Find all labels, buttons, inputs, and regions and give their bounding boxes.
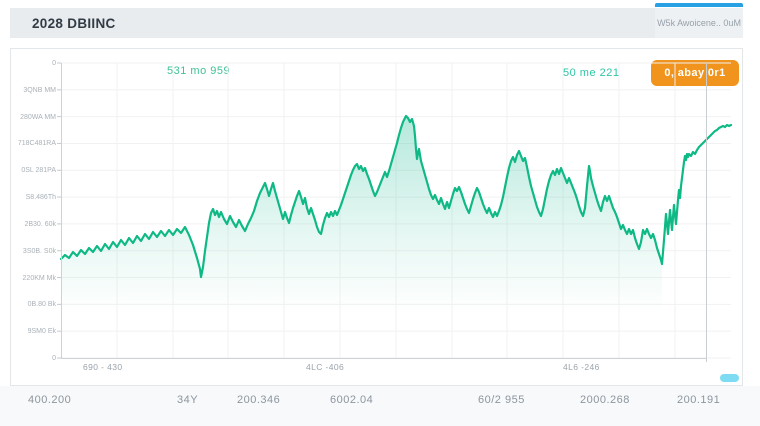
- footer-value: 200.346: [237, 394, 281, 406]
- y-tick-label: 2B30. 60k: [24, 220, 56, 228]
- price-line: [59, 114, 733, 279]
- y-tick-label: 220KM Mk: [22, 274, 56, 282]
- footer-value: 2000.268: [580, 394, 630, 406]
- y-tick-label: 0B.80 Bk: [27, 301, 56, 309]
- stat-mid: 50 me 221: [563, 67, 620, 79]
- active-tab-accent: [655, 3, 743, 7]
- stat-left: 531 mo 959: [167, 65, 231, 77]
- x-tick-label: 690 - 430: [83, 362, 123, 372]
- footer-value: 400.200: [28, 394, 72, 406]
- y-tick-label: 3QNB MM: [23, 86, 56, 94]
- footer-value: 34Y: [177, 394, 199, 406]
- footer-strip: 400.200 34Y 200.346 6002.04 60/2 955 2000.268…: [0, 386, 760, 426]
- tab-active[interactable]: W5k Awoicene.. 0uM: [655, 8, 743, 38]
- badge-button[interactable]: 0, abay 0r1: [651, 60, 739, 86]
- page-title: 2028 DBIINC: [32, 15, 116, 31]
- y-tick-label: 0SL 281PA: [21, 167, 56, 175]
- price-chart-svg[interactable]: [57, 62, 733, 362]
- footer-value: 6002.04: [330, 394, 374, 406]
- tab-active-label: W5k Awoicene.. 0uM: [657, 18, 741, 28]
- x-tick-label: 4L6 -246: [563, 362, 600, 372]
- y-tick-label: S8.486Th: [25, 194, 56, 202]
- header-bar: 2028 DBIINC W5k Awoicene.. 0uM: [10, 8, 743, 38]
- footer-value: 200.191: [677, 394, 721, 406]
- scroll-pill[interactable]: [720, 374, 739, 382]
- y-tick-label: 3S0B. S0k: [22, 247, 56, 255]
- y-tick-label: 0: [52, 355, 56, 362]
- footer-value: 60/2 955: [478, 394, 525, 406]
- y-tick-label: 280WA MM: [20, 113, 56, 121]
- y-tick-label: 9SM0 Ek: [27, 328, 56, 336]
- y-tick-label: 0: [52, 60, 56, 67]
- x-tick-label: 4LC -406: [306, 362, 345, 372]
- y-tick-label: 718C481RA: [17, 140, 56, 148]
- price-area-fill: [61, 116, 662, 359]
- chart-panel: 531 mo 959 50 me 221 0, abay 0r1 0 3QNB M…: [10, 48, 743, 386]
